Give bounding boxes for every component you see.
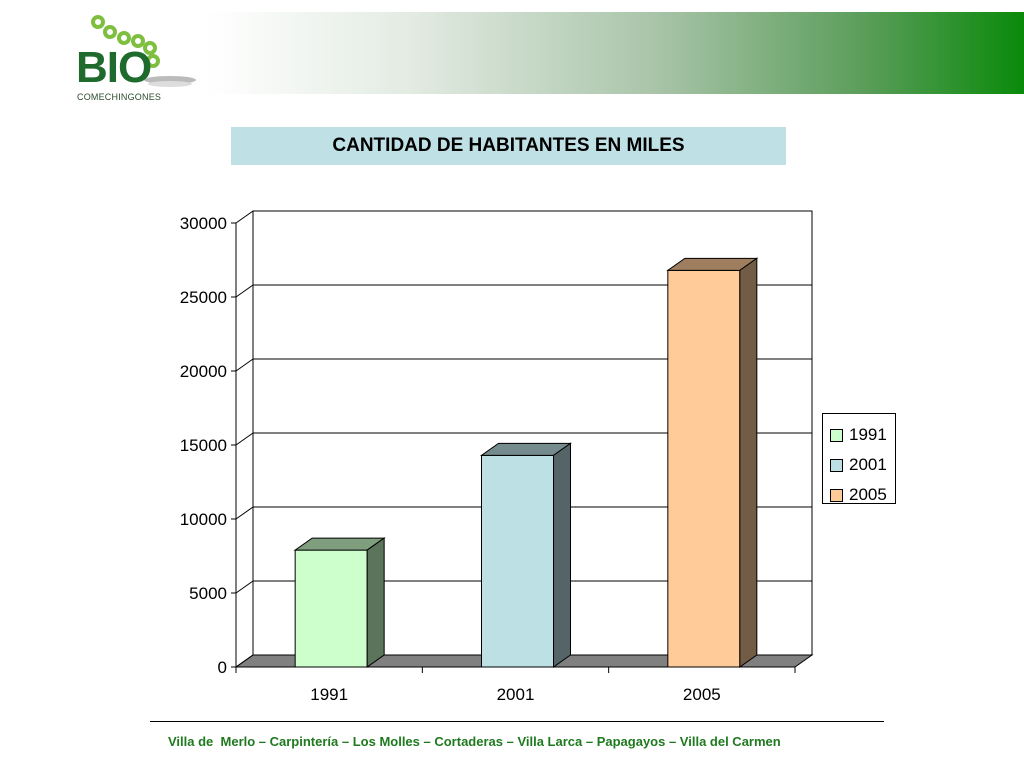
bar-front [481,454,554,668]
y-tick-label: 20000 [180,362,227,381]
gridline-depth [235,506,254,520]
gridline-depth [235,580,254,594]
header-band [206,12,1024,94]
chart-title-box: CANTIDAD DE HABITANTES EN MILES [231,127,786,165]
footer-divider [150,721,884,722]
bar-front [667,269,741,668]
logo-subtitle: COMECHINGONES [77,92,162,102]
legend-swatch-2005 [830,488,843,502]
bar-2005 [666,257,759,668]
y-tick-label: 0 [218,658,227,677]
y-tick-label: 10000 [180,510,227,529]
legend-label-2001: 2001 [849,455,887,474]
bar-front [294,549,368,668]
footer-text: Villa de Merlo – Carpintería – Los Molle… [168,734,781,749]
gridline-depth [235,210,254,224]
y-tick-label: 5000 [189,584,227,603]
chart-title: CANTIDAD DE HABITANTES EN MILES [332,135,685,156]
bar-side [553,442,571,668]
y-tick-label: 25000 [180,288,227,307]
legend-item-2005: 2005 [823,480,895,510]
logo: BIO COMECHINGONES [70,8,200,104]
bar-side [366,537,385,668]
bar-side [739,257,758,668]
logo-wordmark: BIO [76,43,152,92]
chart-legend: 1991 2001 2005 [822,413,896,504]
gridline-depth [235,432,254,446]
gridline-depth [235,284,254,298]
x-tick-label: 1991 [310,685,348,704]
legend-item-2001: 2001 [823,450,895,480]
legend-label-1991: 1991 [849,425,887,444]
legend-item-1991: 1991 [823,420,895,450]
legend-swatch-2001 [830,458,843,472]
bar-2001 [479,442,573,668]
x-tick-label: 2001 [497,685,535,704]
gridline-depth [235,358,254,372]
logo-beads-icon [91,15,196,87]
gridline-depth [235,654,254,668]
bar-1991 [293,537,386,668]
y-tick-label: 30000 [180,214,227,233]
x-tick-label: 2005 [683,685,721,704]
y-tick-label: 15000 [180,436,227,455]
legend-swatch-1991 [830,428,843,442]
legend-label-2005: 2005 [849,485,887,504]
